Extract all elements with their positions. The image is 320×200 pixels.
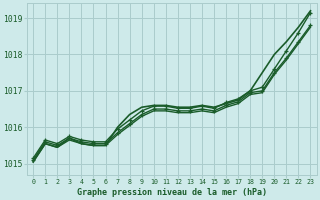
X-axis label: Graphe pression niveau de la mer (hPa): Graphe pression niveau de la mer (hPa) (77, 188, 267, 197)
